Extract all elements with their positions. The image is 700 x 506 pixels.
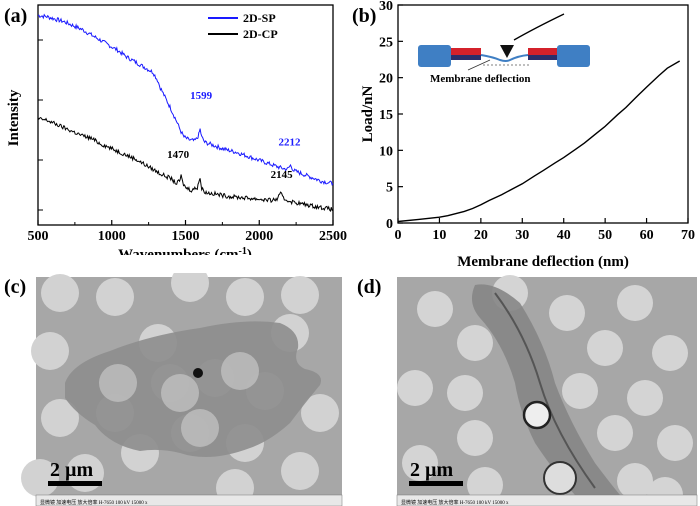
panel-d-fold-line <box>494 292 596 489</box>
panel-d-info-text: 显微镜 加速电压 放大倍率 H-7650 100 kV 15000 x <box>401 499 509 506</box>
panel-c-hole <box>281 276 319 314</box>
panel-b-xtick-label: 70 <box>681 228 695 243</box>
panel-d-scalebar-label: 2 µm <box>410 459 454 481</box>
panel-b-ytick-label: 25 <box>379 35 393 50</box>
panel-a-xtick-label: 2000 <box>245 229 273 244</box>
panel-c-info-text: 显微镜 加速电压 放大倍率 H-7650 100 kV 15000 x <box>40 499 148 506</box>
panel-b-plot-frame <box>397 4 689 224</box>
inset-right-base <box>528 55 557 60</box>
panel-a-peak-label: 2212 <box>279 136 302 148</box>
inset-pointer <box>467 59 491 71</box>
panel-a-series-2d-sp <box>37 13 334 186</box>
panel-d-hole <box>549 295 585 331</box>
panel-d-flake <box>471 284 620 495</box>
panel-b-xtick-label: 40 <box>557 228 571 243</box>
panel-d-dark-disc-2 <box>543 461 577 495</box>
panel-d-hole <box>617 463 653 499</box>
panel-b-chart: (b) 0 10 20 30 40 50 60 70 0 5 10 15 20 25 30 Membrane… <box>352 0 695 270</box>
panel-c-covered-hole <box>221 352 259 390</box>
panel-d-hole <box>467 467 503 503</box>
panel-a-xtick-label: 1500 <box>172 229 200 244</box>
panel-b-load-curve <box>397 60 681 223</box>
panel-d-hole <box>402 445 438 481</box>
panel-c-info-bar <box>35 494 343 506</box>
panel-b-ytick-label: 15 <box>379 108 393 123</box>
panel-d-micrograph: (d) 2 µm 显微镜 加速电压 放大倍率 H-7650 100 kV 150… <box>357 275 698 506</box>
panel-c-hole <box>96 278 134 316</box>
panel-a-peak-label: 2145 <box>271 169 294 181</box>
panel-d-hole <box>397 370 433 406</box>
panel-a-xtick-label: 2500 <box>319 229 347 244</box>
panel-c-micrograph: (c) 2 µm 显微镜 加速电压 放大倍率 H-7650 100 kV 150… <box>4 273 343 506</box>
panel-d-hole <box>457 420 493 456</box>
panel-c-scalebar <box>48 481 102 486</box>
panel-a-xtick-label: 1000 <box>98 229 126 244</box>
legend-2d-sp-label: 2D-SP <box>243 11 276 25</box>
panel-b-ylabel: Load/nN <box>360 85 376 142</box>
panel-a-ylabel: Intensity <box>6 89 22 146</box>
panel-a-plot-frame <box>37 4 334 226</box>
panel-b-xtick-label: 20 <box>474 228 488 243</box>
panel-b-ytick-label: 10 <box>379 144 393 159</box>
membrane-inset-schematic: Membrane deflection <box>418 45 590 85</box>
panel-d-hole <box>617 285 653 321</box>
panel-c-hole <box>41 274 79 312</box>
legend-2d-cp-label: 2D-CP <box>243 27 278 41</box>
panel-c-scalebar-label: 2 µm <box>50 459 94 481</box>
panel-a-series-2d-cp <box>37 117 334 213</box>
panel-a-peak-label: 1599 <box>190 90 213 102</box>
panel-b-label: (b) <box>352 5 376 27</box>
panel-c-hole <box>281 452 319 490</box>
inset-deflected-membrane <box>480 54 529 62</box>
inset-left-base <box>451 55 481 60</box>
panel-a-label: (a) <box>4 5 27 27</box>
panel-c-hole <box>21 459 59 497</box>
panel-a-peak-label: 1470 <box>167 149 190 161</box>
panel-c-hole <box>226 278 264 316</box>
panel-d-hole <box>447 375 483 411</box>
panel-c-hole <box>41 399 79 437</box>
panel-b-xlabel: Membrane deflection (nm) <box>457 254 629 270</box>
panel-d-info-bar <box>396 494 698 506</box>
panel-d-dark-disc <box>522 400 552 430</box>
panel-b-ytick-label: 5 <box>386 181 393 196</box>
panel-b-xtick-label: 0 <box>395 228 402 243</box>
panel-c-hole <box>171 273 209 302</box>
panel-d-hole <box>562 373 598 409</box>
panel-a-chart: (a) 500 1000 1500 2000 2500 1599 2212 1470 2145… <box>4 4 347 256</box>
panel-a-xlabel: Wavenumbers (cm-1) <box>118 246 252 256</box>
panel-b-ytick-label: 0 <box>386 217 393 232</box>
panel-d-hole <box>627 380 663 416</box>
inset-left-support <box>418 45 451 67</box>
panel-d-hole <box>417 291 453 327</box>
panel-b-xtick-label: 10 <box>432 228 446 243</box>
panel-d-hole <box>457 325 493 361</box>
panel-c-label: (c) <box>4 276 26 298</box>
panel-c-covered-hole <box>181 409 219 447</box>
panel-d-hole <box>597 415 633 451</box>
panel-b-ytick-label: 20 <box>379 72 393 87</box>
panel-b-xtick-label: 30 <box>515 228 529 243</box>
panel-b-xtick-label: 50 <box>598 228 612 243</box>
inset-left-clamp <box>451 48 481 55</box>
inset-right-support <box>557 45 590 67</box>
panel-a-xtick-label: 500 <box>28 229 49 244</box>
panel-b-xtick-label: 60 <box>640 228 654 243</box>
inset-label: Membrane deflection <box>430 73 531 85</box>
panel-d-scalebar <box>409 481 463 486</box>
panel-c-hole <box>31 332 69 370</box>
inset-right-clamp <box>528 48 557 55</box>
inset-curve-line <box>513 13 565 41</box>
inset-afm-tip <box>500 45 514 58</box>
panel-c-hole <box>301 394 339 432</box>
panel-d-hole <box>657 425 693 461</box>
panel-d-hole <box>587 330 623 366</box>
panel-c-dark-particle <box>193 368 203 378</box>
panel-b-ytick-label: 30 <box>379 0 393 14</box>
panel-c-covered-hole <box>99 364 137 402</box>
panel-d-label: (d) <box>357 276 381 298</box>
panel-d-hole <box>652 335 688 371</box>
panel-c-covered-hole <box>161 374 199 412</box>
